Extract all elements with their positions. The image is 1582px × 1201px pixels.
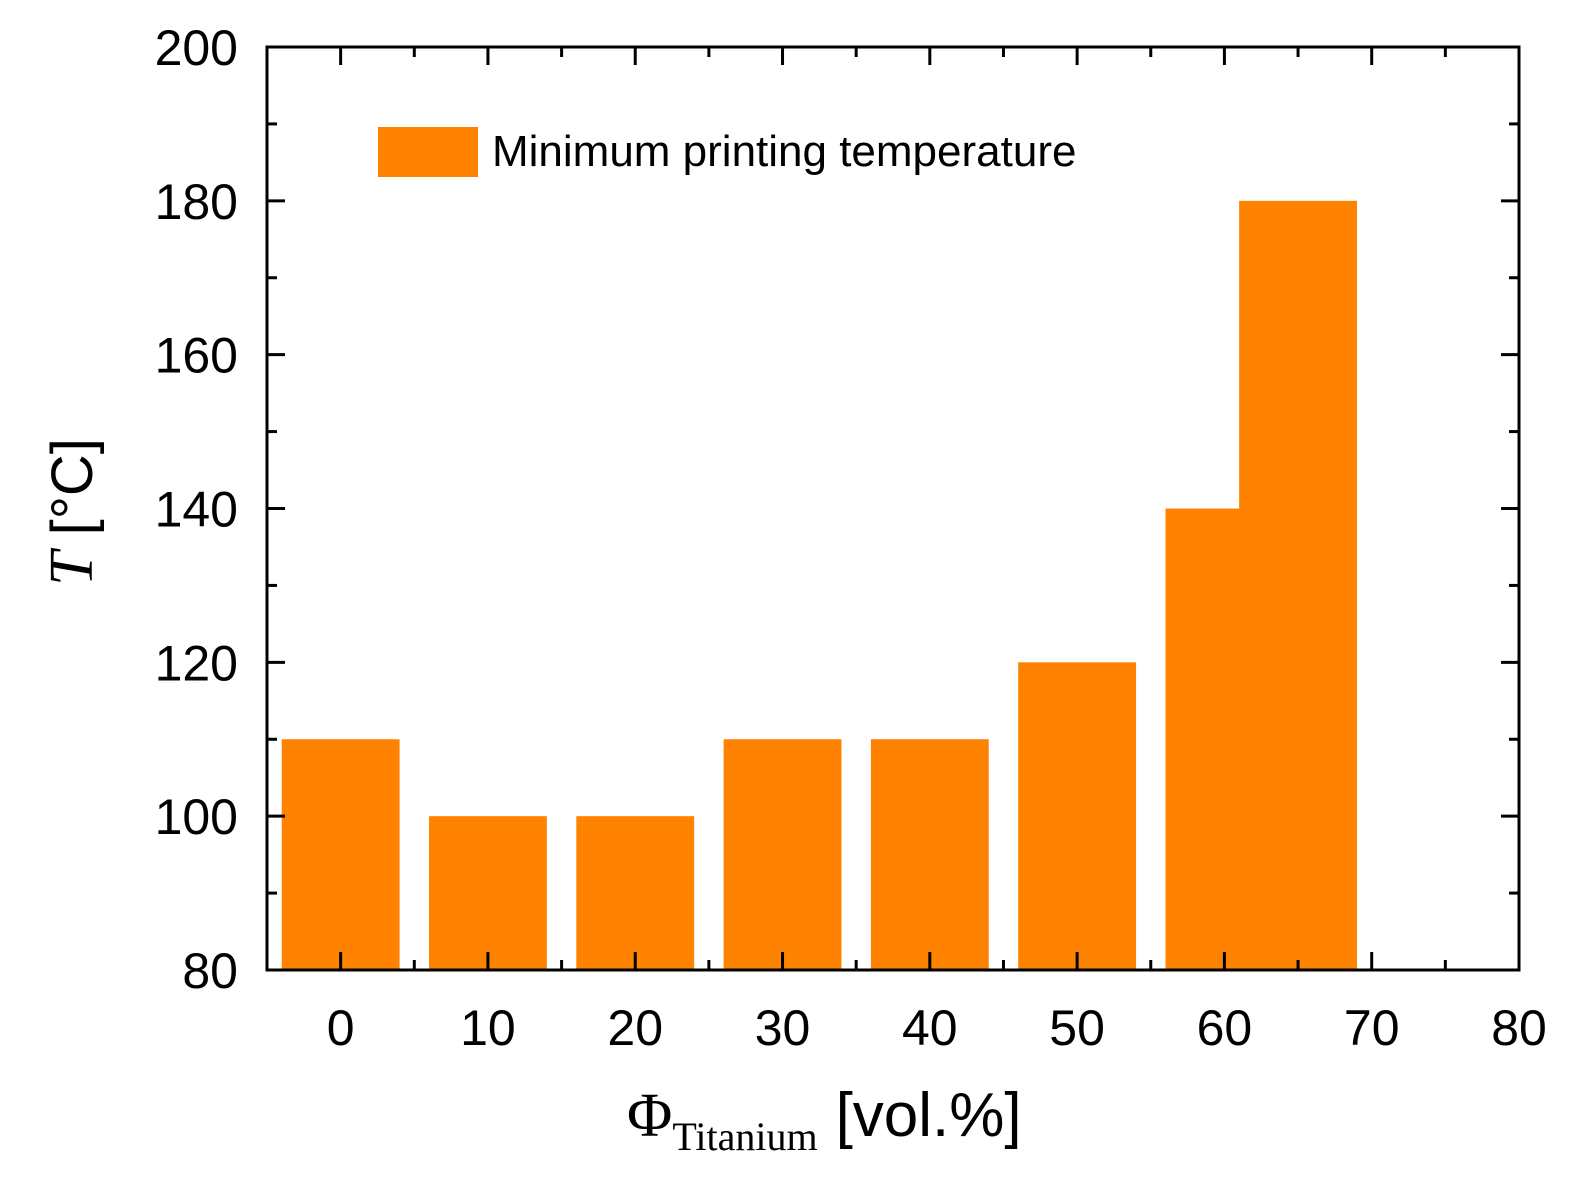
x-axis-unit: [vol.%]: [836, 1081, 1022, 1150]
x-tick-label-20: 20: [607, 1000, 663, 1056]
x-tick-label-10: 10: [460, 1000, 516, 1056]
x-tick-label-60: 60: [1197, 1000, 1253, 1056]
x-tick-label-30: 30: [755, 1000, 811, 1056]
y-axis-title: T [°C]: [38, 438, 106, 586]
x-tick-label-80: 80: [1491, 1000, 1547, 1056]
legend: Minimum printing temperature: [378, 127, 1076, 177]
y-tick-label-140: 140: [155, 482, 238, 538]
y-tick-label-180: 180: [155, 174, 238, 230]
y-axis-unit: [°C]: [40, 438, 105, 535]
bars-group: [281, 200, 1357, 971]
y-tick-label-200: 200: [155, 20, 238, 76]
x-axis-subscript: Titanium: [672, 1114, 817, 1159]
y-tick-label-80: 80: [182, 943, 238, 999]
y-axis-symbol: T: [38, 547, 106, 586]
bar-10: [429, 816, 547, 970]
bar-0: [281, 739, 400, 970]
y-tick-label-100: 100: [155, 789, 238, 845]
bar-20: [576, 816, 695, 970]
bar-50: [1018, 662, 1137, 970]
plot-frame: [265, 45, 1521, 972]
y-tick-labels: 80 100 120 140 160 180 200: [155, 20, 238, 999]
x-tick-label-0: 0: [327, 1000, 355, 1056]
legend-swatch: [378, 127, 478, 177]
y-tick-label-120: 120: [155, 635, 238, 691]
x-tick-label-40: 40: [902, 1000, 958, 1056]
x-tick-label-50: 50: [1049, 1000, 1105, 1056]
bar-30: [723, 739, 842, 970]
legend-label: Minimum printing temperature: [492, 127, 1076, 176]
y-tick-label-160: 160: [155, 328, 238, 384]
x-tick-labels: 0 10 20 30 40 50 60 70 80: [327, 1000, 1547, 1056]
x-axis-title: ΦTitanium [vol.%]: [627, 1081, 1022, 1159]
bar-65: [1239, 200, 1357, 971]
x-axis-symbol: Φ: [627, 1082, 672, 1150]
x-tick-label-70: 70: [1344, 1000, 1400, 1056]
bar-40: [870, 739, 989, 970]
